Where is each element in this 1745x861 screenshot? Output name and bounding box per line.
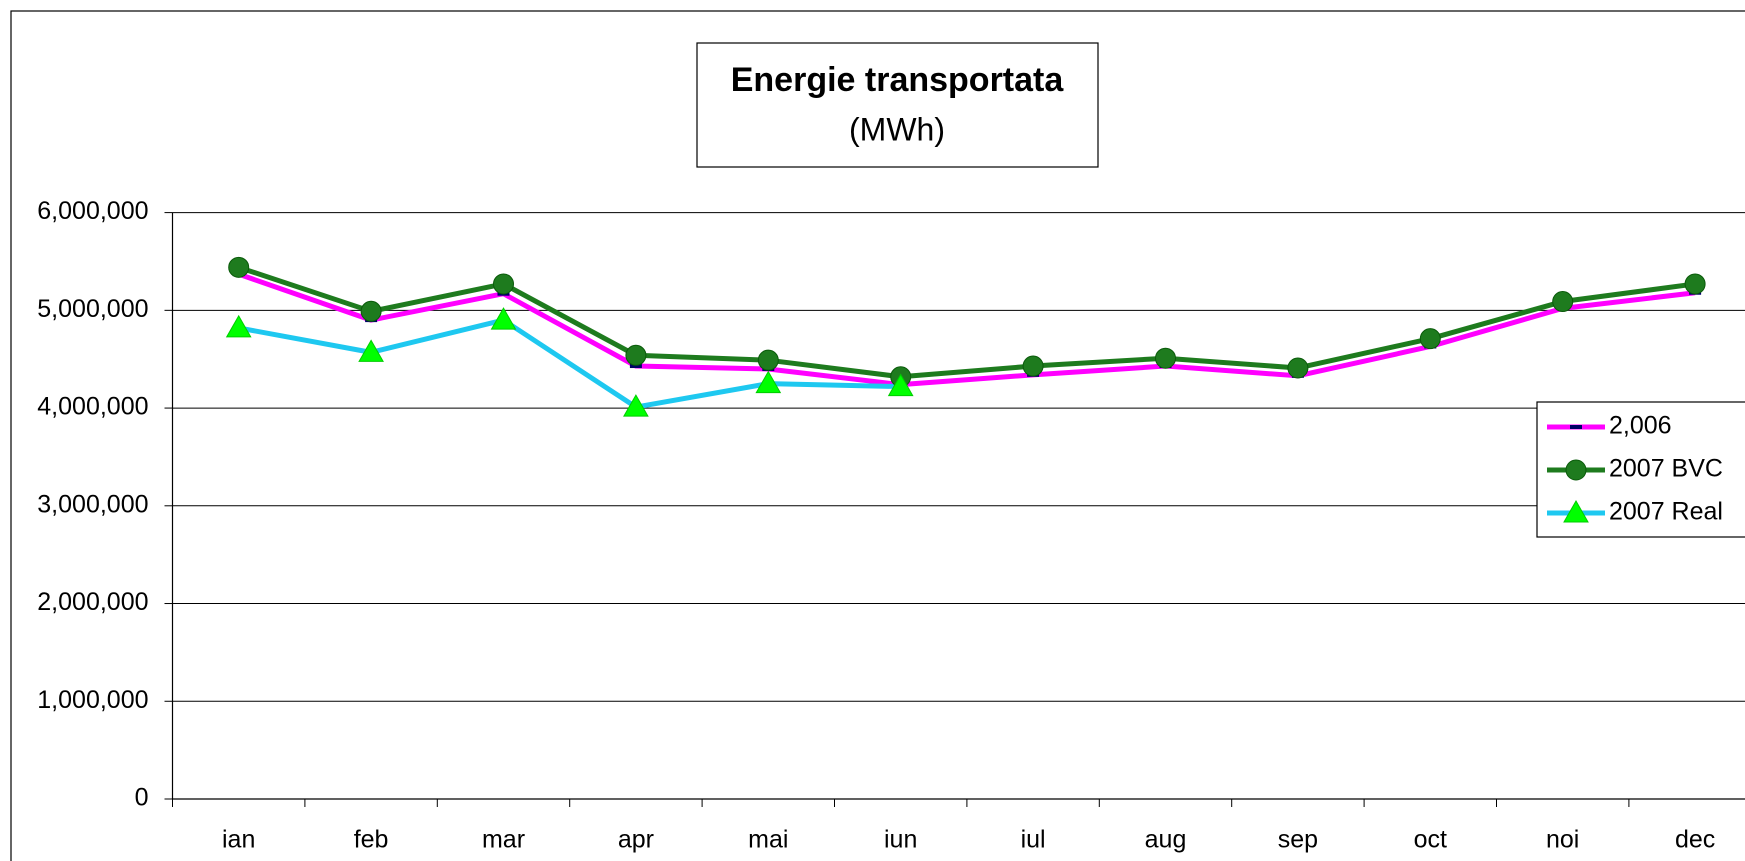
marker	[1570, 425, 1582, 429]
y-tick-label: 3,000,000	[37, 490, 148, 518]
marker	[360, 300, 382, 322]
series-line	[238, 317, 901, 410]
x-tick-label: aug	[1145, 826, 1187, 854]
x-tick-label: feb	[354, 826, 389, 854]
marker	[1287, 357, 1309, 379]
marker	[1563, 499, 1589, 523]
marker	[1155, 347, 1176, 369]
x-tick-label: mar	[482, 826, 525, 854]
marker	[228, 256, 250, 278]
title-box	[696, 42, 1099, 168]
marker	[493, 273, 514, 295]
marker	[1565, 459, 1587, 481]
x-tick-label: dec	[1675, 826, 1715, 854]
y-tick-label: 4,000,000	[37, 393, 148, 421]
x-tick-label: noi	[1546, 826, 1579, 854]
marker	[887, 373, 914, 397]
y-tick-label: 1,000,000	[37, 686, 148, 714]
x-tick-label: sep	[1278, 826, 1318, 854]
legend-label: 2007 BVC	[1609, 455, 1723, 483]
x-tick-label: ian	[222, 826, 255, 854]
chart-subtitle: (MWh)	[849, 111, 945, 147]
y-tick-label: 0	[135, 784, 149, 812]
y-tick-label: 2,000,000	[37, 588, 148, 616]
y-tick-label: 6,000,000	[37, 197, 148, 225]
y-tick-label: 5,000,000	[37, 295, 148, 323]
marker	[1684, 273, 1706, 295]
marker	[755, 370, 782, 394]
x-tick-label: oct	[1414, 826, 1447, 854]
marker	[490, 307, 517, 330]
marker	[629, 364, 642, 369]
legend-label: 2,006	[1609, 412, 1672, 440]
x-tick-label: iun	[884, 826, 917, 854]
x-tick-label: iul	[1021, 826, 1046, 854]
chart-border	[10, 10, 1745, 861]
marker	[1419, 328, 1441, 350]
series-line	[237, 264, 1696, 380]
series-line	[237, 271, 1696, 388]
legend-label: 2007 Real	[1609, 498, 1723, 526]
marker	[1552, 291, 1574, 313]
chart-title: Energie transportata	[731, 61, 1065, 99]
marker	[225, 314, 252, 338]
marker	[623, 394, 649, 417]
x-tick-label: apr	[618, 826, 654, 854]
marker	[358, 339, 384, 362]
marker	[757, 349, 779, 371]
marker	[1022, 355, 1044, 377]
x-tick-label: mai	[748, 826, 788, 854]
marker	[625, 344, 647, 366]
